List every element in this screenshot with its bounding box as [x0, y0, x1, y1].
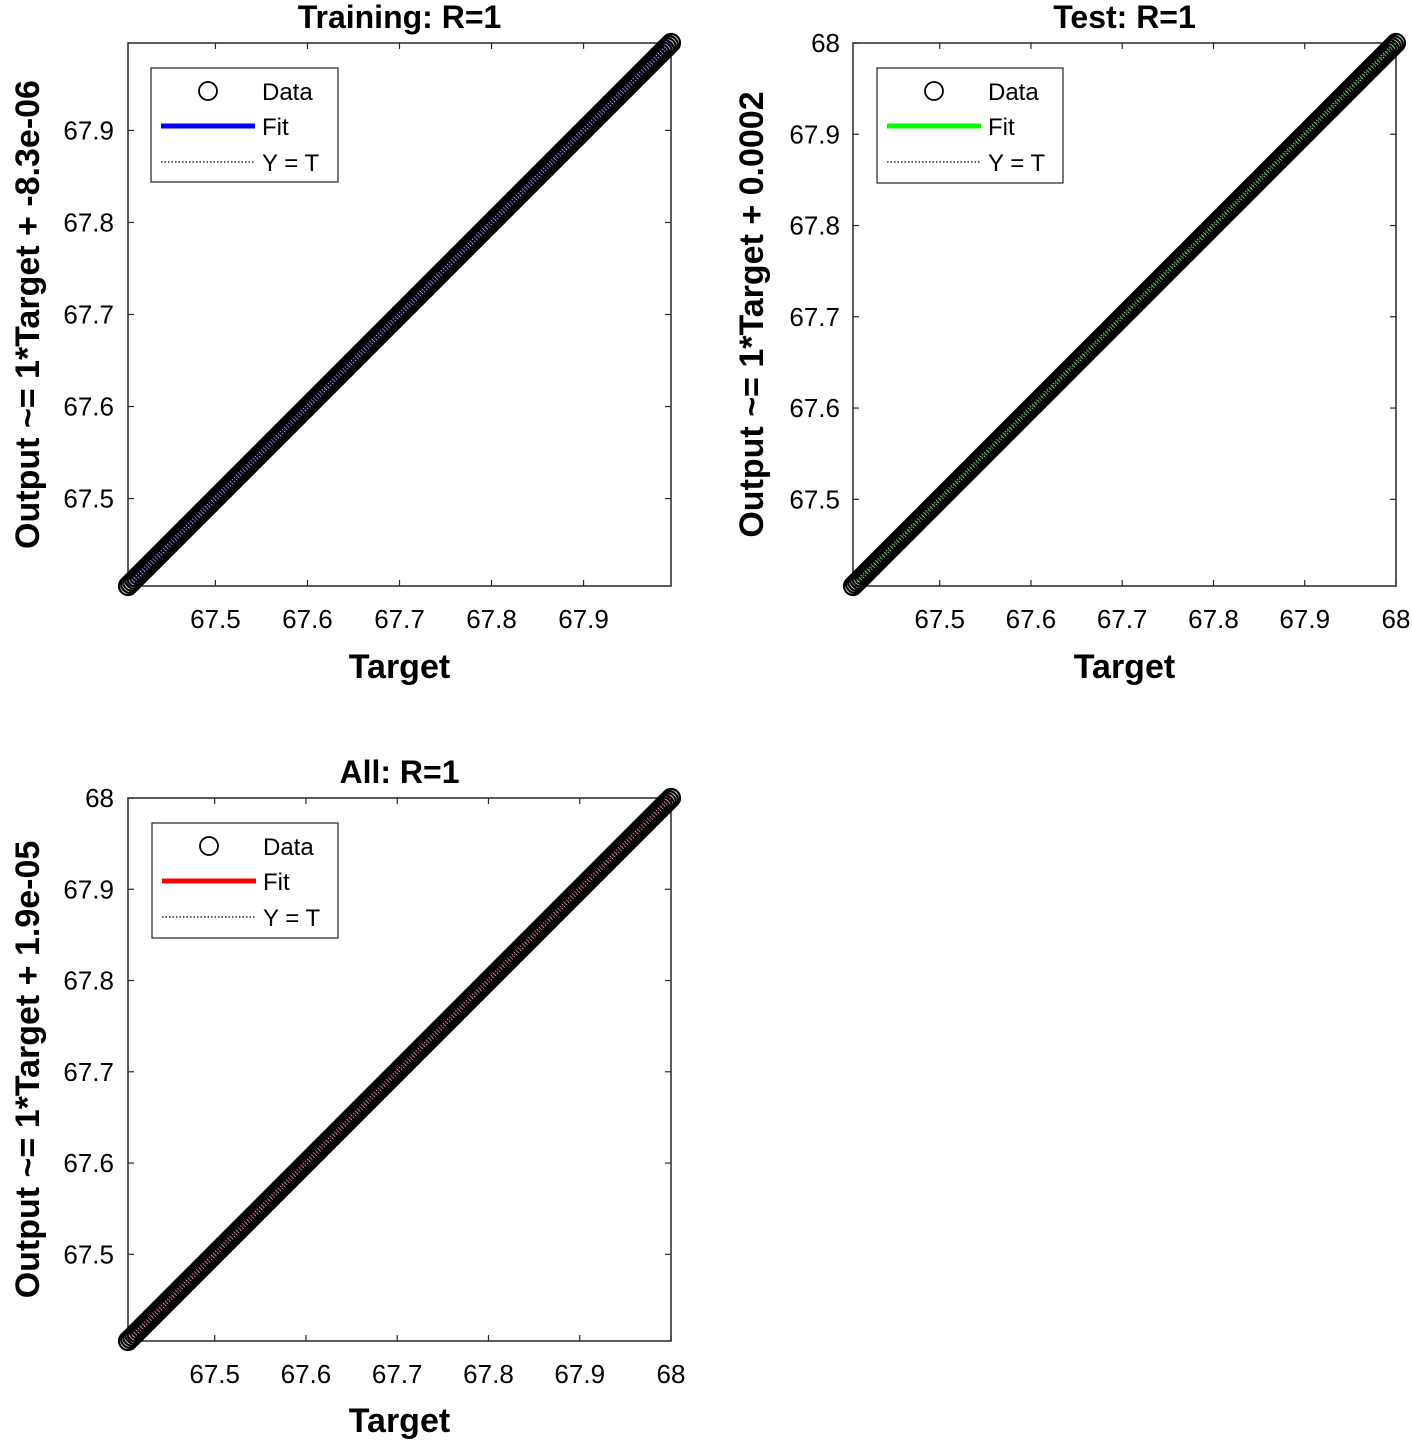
legend-label: Fit	[988, 114, 1015, 141]
y-tick-label: 67.6	[63, 1148, 114, 1178]
x-tick-label: 67.5	[190, 604, 241, 634]
y-tick-label: 67.6	[789, 393, 840, 423]
legend-marker-data	[198, 81, 218, 101]
y-axis-label: Output ~= 1*Target + 0.0002	[733, 91, 771, 537]
legend: Data Fit Y = T	[150, 67, 339, 183]
y-tick-label: 67.7	[63, 300, 114, 330]
x-tick-label: 67.9	[554, 1359, 605, 1389]
x-tick-label: 67.5	[914, 604, 965, 634]
data-point	[660, 32, 682, 54]
x-tick-label: 67.9	[558, 604, 609, 634]
legend-marker-data	[199, 836, 219, 856]
y-tick-label: 67.5	[789, 484, 840, 514]
data-point	[654, 794, 675, 815]
series-fit-line	[127, 797, 672, 1342]
legend-label: Fit	[263, 869, 290, 896]
x-tick-label: 67.7	[372, 1359, 423, 1389]
data-point	[658, 34, 680, 56]
series-data	[117, 32, 682, 597]
chart-title: Test: R=1	[1053, 0, 1196, 35]
series-data	[842, 32, 1407, 597]
y-tick-label: 67.8	[63, 966, 114, 996]
legend-label: Data	[262, 79, 313, 106]
x-tick-label: 67.6	[1006, 604, 1057, 634]
x-tick-label: 67.8	[1188, 604, 1239, 634]
y-tick-label: 67.9	[63, 115, 114, 145]
y-tick-label: 67.9	[63, 874, 114, 904]
y-tick-label: 68	[85, 783, 114, 813]
legend: Data Fit Y = T	[151, 822, 339, 939]
y-tick-label: 67.5	[63, 1239, 114, 1269]
data-layer	[117, 32, 682, 597]
chart-title: All: R=1	[339, 754, 459, 790]
legend-label: Fit	[262, 114, 289, 141]
x-tick-label: 67.7	[374, 604, 425, 634]
series-data	[117, 787, 682, 1352]
legend-label: Y = T	[263, 905, 320, 932]
data-point	[660, 787, 682, 809]
x-tick-label: 67.9	[1279, 604, 1330, 634]
y-axis-label: Output ~= 1*Target + 1.9e-05	[9, 841, 47, 1299]
legend-label: Data	[988, 79, 1039, 106]
y-tick-label: 67.8	[63, 207, 114, 237]
series-fit-line	[127, 42, 672, 587]
x-tick-label: 67.6	[282, 604, 333, 634]
x-tick-label: 67.6	[281, 1359, 332, 1389]
x-tick-label: 67.5	[189, 1359, 240, 1389]
y-tick-label: 67.7	[63, 1057, 114, 1087]
data-point	[656, 37, 677, 58]
chart-panel-1: Training: R=1 67.5 67.6 67.7 67.8 67.9 67.5 67.…	[9, 0, 682, 686]
legend-marker-data	[924, 81, 944, 101]
data-point	[1379, 39, 1400, 60]
y-axis-label: Output ~= 1*Target + -8.3e-06	[9, 80, 47, 549]
chart-title: Training: R=1	[298, 0, 502, 35]
x-tick-label: 68	[1382, 604, 1411, 634]
x-axis-label: Target	[349, 648, 450, 686]
x-tick-label: 67.8	[466, 604, 517, 634]
data-point	[654, 39, 675, 60]
chart-panel-3: All: R=1 67.5 67.6 67.7 67.8 67.9 68 67.5 67.6 67…	[9, 754, 685, 1440]
legend: Data Fit Y = T	[876, 67, 1064, 184]
legend-label: Y = T	[262, 150, 319, 177]
legend-label: Y = T	[988, 150, 1045, 177]
y-tick-label: 67.7	[789, 302, 840, 332]
data-layer	[117, 787, 682, 1352]
data-layer	[842, 32, 1407, 597]
data-point	[656, 792, 677, 813]
y-tick-label: 67.8	[789, 211, 840, 241]
data-point	[1385, 32, 1407, 54]
y-tick-label: 67.6	[63, 392, 114, 422]
data-point	[658, 789, 680, 811]
y-tick-label: 67.9	[789, 119, 840, 149]
data-point	[1383, 34, 1405, 56]
data-point	[1381, 37, 1402, 58]
y-tick-label: 68	[811, 28, 840, 58]
legend-label: Data	[263, 834, 314, 861]
x-axis-label: Target	[349, 1402, 450, 1440]
x-tick-label: 68	[657, 1359, 686, 1389]
y-tick-label: 67.5	[63, 484, 114, 514]
x-tick-label: 67.7	[1097, 604, 1148, 634]
x-axis-label: Target	[1074, 648, 1175, 686]
chart-panel-2: Test: R=1 67.5 67.6 67.7 67.8 67.9 68 67.5 67.6 6…	[733, 0, 1410, 686]
x-tick-label: 67.8	[463, 1359, 514, 1389]
